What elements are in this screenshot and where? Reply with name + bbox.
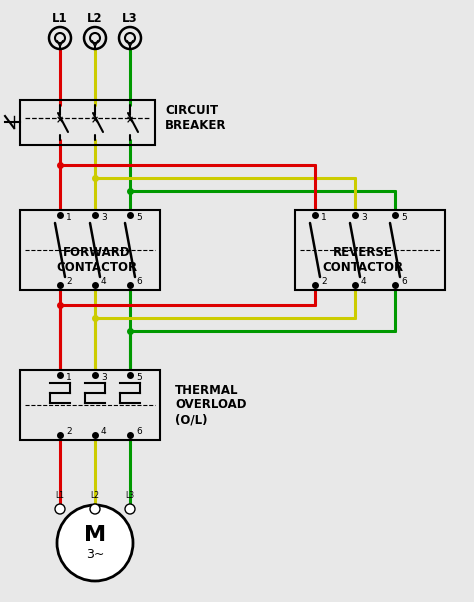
Text: 6: 6	[401, 278, 407, 287]
Circle shape	[125, 504, 135, 514]
Bar	[20, 100, 155, 145]
Text: 2: 2	[321, 278, 327, 287]
Text: 4: 4	[101, 278, 107, 287]
Text: 1: 1	[321, 214, 327, 223]
Text: 4: 4	[101, 427, 107, 436]
Text: ×: ×	[126, 115, 134, 125]
Text: M: M	[84, 525, 106, 545]
Text: ×: ×	[91, 115, 99, 125]
Text: REVERSE
CONTACTOR: REVERSE CONTACTOR	[322, 246, 403, 274]
Text: 3~: 3~	[86, 548, 104, 562]
Text: 4: 4	[361, 278, 366, 287]
Text: 5: 5	[401, 214, 407, 223]
Text: 3: 3	[361, 214, 367, 223]
Text: 1: 1	[66, 214, 72, 223]
Text: FORWARD
CONTACTOR: FORWARD CONTACTOR	[56, 246, 137, 274]
Text: THERMAL
OVERLOAD
(O/L): THERMAL OVERLOAD (O/L)	[175, 383, 246, 426]
Text: L1: L1	[52, 12, 68, 25]
Text: L2: L2	[87, 12, 103, 25]
Bar	[20, 210, 160, 290]
Bar	[295, 210, 445, 290]
Text: 6: 6	[136, 278, 142, 287]
Text: ×: ×	[56, 115, 64, 125]
Text: 3: 3	[101, 214, 107, 223]
Text: 2: 2	[66, 278, 72, 287]
Text: 3: 3	[101, 373, 107, 382]
Text: L1: L1	[55, 491, 64, 500]
Text: L3: L3	[122, 12, 138, 25]
Circle shape	[55, 504, 65, 514]
Text: 2: 2	[66, 427, 72, 436]
Text: 6: 6	[136, 427, 142, 436]
Text: L3: L3	[126, 491, 135, 500]
Text: 1: 1	[66, 373, 72, 382]
Circle shape	[57, 505, 133, 581]
Circle shape	[90, 504, 100, 514]
Text: 5: 5	[136, 214, 142, 223]
Text: CIRCUIT
BREAKER: CIRCUIT BREAKER	[165, 104, 227, 132]
Bar	[20, 370, 160, 440]
Text: L2: L2	[91, 491, 100, 500]
Text: 5: 5	[136, 373, 142, 382]
